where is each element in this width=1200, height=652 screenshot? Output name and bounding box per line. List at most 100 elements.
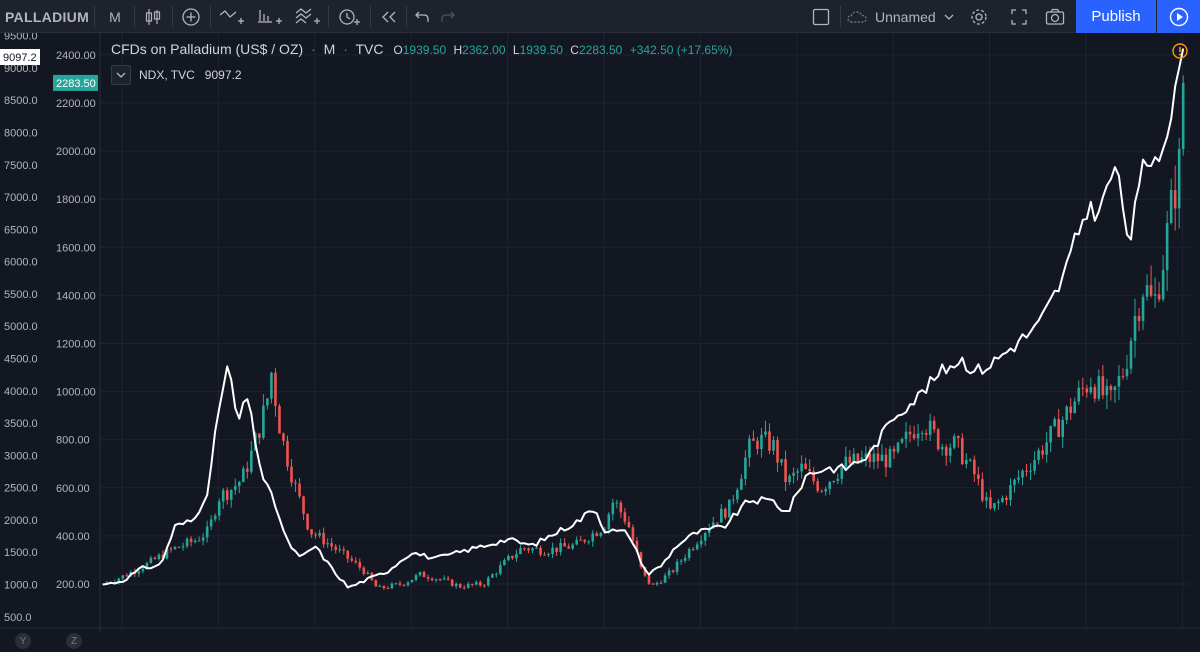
interval-button[interactable]: M — [109, 8, 121, 25]
z-scale-button[interactable]: Z — [66, 633, 82, 649]
undo-icon[interactable] — [410, 0, 434, 33]
palladium-candle-body — [434, 579, 438, 581]
publish-button[interactable]: Publish — [1076, 0, 1156, 33]
palladium-candle-body — [446, 578, 450, 580]
palladium-candle-body — [960, 438, 964, 465]
left-axis-tick-label: 4000.0 — [4, 386, 38, 398]
left-axis-tick-label: 5500.0 — [4, 289, 38, 301]
price-tags: 9097.2 2283.50 — [0, 49, 98, 91]
right-axis-tick-label: 400.00 — [56, 531, 90, 543]
left-axis-tick-label: 2500.0 — [4, 483, 38, 495]
palladium-candle-body — [820, 490, 824, 492]
legend-interval: M — [323, 41, 336, 57]
right-axis-tick-label: 800.00 — [56, 435, 90, 447]
palladium-candle-body — [282, 433, 285, 441]
camera-snapshot-icon[interactable] — [1040, 0, 1070, 33]
palladium-candle-body — [840, 466, 844, 479]
palladium-candle-body — [965, 459, 968, 465]
publish-play-button[interactable] — [1157, 0, 1200, 33]
indicators-icon[interactable] — [214, 0, 248, 33]
palladium-candle-body — [928, 420, 932, 435]
palladium-candle-body — [209, 519, 213, 527]
financials-icon[interactable] — [252, 0, 286, 33]
legend-title: CFDs on Palladium (US$ / OZ) — [111, 41, 304, 57]
palladium-candle-body — [860, 457, 864, 462]
palladium-candle-body — [402, 584, 406, 586]
warning-icon[interactable] — [1172, 43, 1188, 59]
top-toolbar: PALLADIUM M Unnamed — [0, 0, 1200, 33]
candles-style-icon[interactable] — [138, 0, 168, 33]
palladium-candle-body — [374, 580, 378, 587]
chevron-down-icon — [944, 14, 954, 20]
alert-clock-icon[interactable] — [332, 0, 366, 33]
symbol-search-button[interactable]: PALLADIUM — [4, 8, 90, 25]
chart-grid — [100, 33, 1190, 628]
price-chart[interactable]: 9500.0 9000.0 8500.0 8000.0 7500.0 7000.0 6500… — [0, 33, 1200, 632]
open-label: O — [393, 43, 403, 57]
palladium-candle-body — [125, 575, 129, 577]
palladium-candle-body — [707, 528, 711, 533]
y-scale-button[interactable]: Y — [15, 633, 31, 649]
palladium-candle-body — [844, 456, 848, 467]
time-axis[interactable]: 1998200020022004200620082010201220142016… — [0, 627, 1200, 632]
palladium-candle-body — [1005, 497, 1008, 501]
templates-icon[interactable] — [290, 0, 324, 33]
left-axis-tick-label: 7000.0 — [4, 192, 38, 204]
right-price-axis[interactable]: 2400.00 2200.00 2000.00 1800.00 1600.00 1400.… — [56, 50, 96, 591]
replay-icon[interactable] — [374, 0, 404, 33]
chart-area[interactable]: 9500.0 9000.0 8500.0 8000.0 7500.0 7000.0 6500… — [0, 33, 1200, 632]
palladium-candle-body — [647, 575, 651, 584]
palladium-candle-body — [912, 434, 916, 439]
palladium-candle-body — [145, 562, 149, 569]
palladium-candle-body — [651, 583, 655, 585]
palladium-candle-body — [900, 439, 904, 443]
palladium-candle-body — [177, 546, 181, 548]
palladium-candle-body — [246, 468, 249, 472]
main-series-legend[interactable]: CFDs on Palladium (US$ / OZ) · M · TVC O… — [111, 41, 733, 57]
palladium-candle-body — [956, 436, 960, 439]
palladium-candle-body — [322, 532, 325, 545]
palladium-candle-body — [627, 521, 631, 528]
palladium-candle-body — [880, 454, 884, 462]
toolbar-divider — [370, 6, 371, 27]
collapse-legend-button[interactable] — [111, 65, 131, 85]
palladium-candle-body — [478, 582, 482, 586]
palladium-candle-body — [567, 546, 570, 549]
settings-gear-icon[interactable] — [964, 0, 994, 33]
high-value: 2362.00 — [462, 43, 506, 57]
palladium-candle-body — [418, 572, 422, 576]
layout-select-icon[interactable] — [806, 0, 836, 33]
compare-series-legend[interactable]: NDX, TVC 9097.2 — [111, 65, 242, 85]
legend-source: TVC — [355, 41, 384, 57]
layout-name-button[interactable]: Unnamed — [846, 0, 960, 33]
palladium-candle-body — [153, 557, 157, 560]
palladium-candle-body — [663, 575, 667, 583]
palladium-candle-body — [539, 547, 542, 555]
palladium-candle-body — [523, 548, 526, 550]
left-price-axis[interactable]: 9500.0 9000.0 8500.0 8000.0 7500.0 7000.0 6500… — [0, 33, 101, 632]
fullscreen-icon[interactable] — [1004, 0, 1034, 33]
palladium-candle-body — [993, 503, 996, 509]
left-axis-tick-label: 2000.0 — [4, 515, 38, 527]
ndx-series-line — [102, 48, 1185, 589]
palladium-candle-body — [386, 588, 390, 590]
palladium-candle-body — [756, 440, 759, 450]
palladium-candle-body — [197, 540, 201, 542]
palladium-candle-body — [916, 433, 920, 439]
palladium-candle-body — [973, 459, 976, 475]
palladium-candle-body — [868, 453, 872, 462]
palladium-candle-body — [1157, 294, 1161, 300]
palladium-candle-body — [1129, 340, 1133, 369]
palladium-candle-body — [1045, 442, 1048, 455]
palladium-candle-body — [213, 515, 217, 520]
right-axis-tick-label: 2000.00 — [56, 146, 96, 158]
palladium-candle-body — [724, 508, 727, 518]
palladium-candle-body — [527, 548, 530, 551]
palladium-candle-body — [487, 577, 490, 586]
redo-icon[interactable] — [436, 0, 460, 33]
palladium-candle-body — [671, 570, 675, 572]
palladium-candle-body — [149, 557, 153, 563]
compare-add-icon[interactable] — [176, 0, 206, 33]
compare-value: 9097.2 — [204, 68, 242, 82]
palladium-candles — [105, 75, 1185, 590]
